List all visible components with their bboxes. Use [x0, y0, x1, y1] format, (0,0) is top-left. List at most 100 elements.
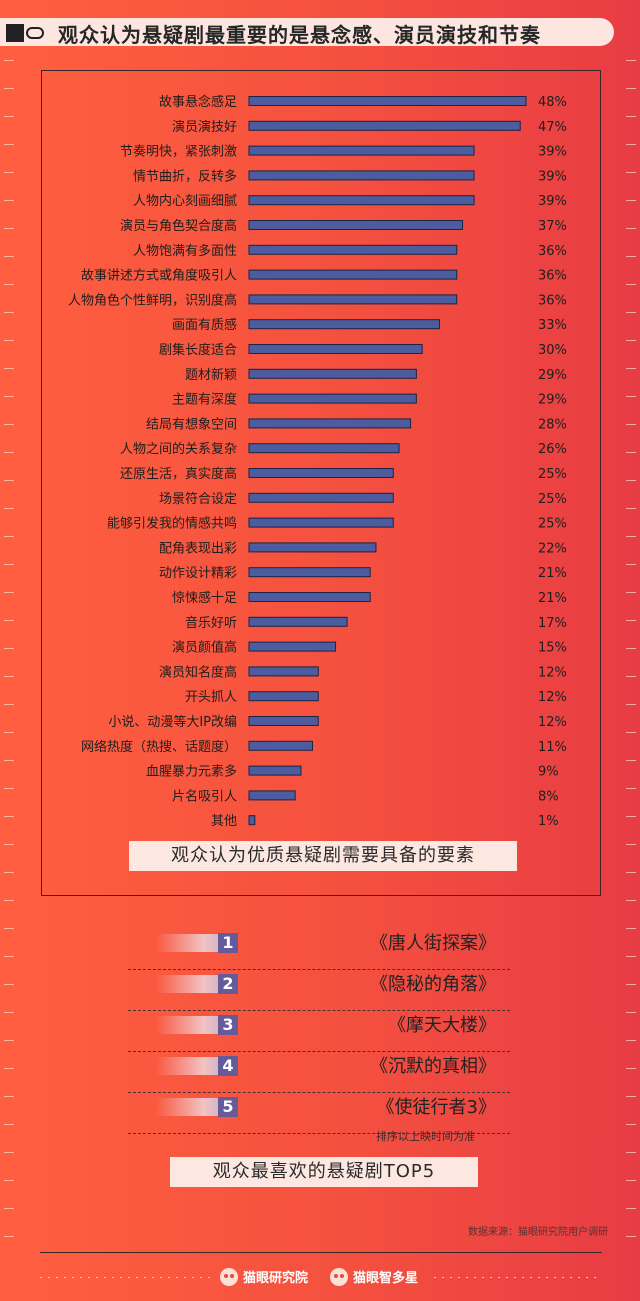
category-label: 题材新颖 [185, 367, 237, 383]
bar [248, 368, 417, 379]
bar [248, 592, 371, 602]
value-label: 12% [538, 690, 567, 705]
bar [248, 567, 371, 578]
value-label: 21% [538, 566, 567, 581]
category-label: 人物角色个性鲜明，识别度高 [68, 292, 237, 308]
value-label: 47% [538, 120, 567, 135]
value-label: 25% [538, 517, 567, 532]
value-label: 25% [538, 467, 567, 482]
drama-title: 《沉默的真相》 [370, 1056, 496, 1077]
rank-badge: 1 [218, 933, 238, 953]
category-label: 节奏明快，紧张刺激 [120, 145, 237, 160]
value-label: 22% [538, 541, 567, 556]
ranking-note: 排序以上映时间为准 [376, 1130, 475, 1143]
category-label: 情节曲折，反转多 [133, 168, 237, 184]
bar [248, 145, 475, 156]
bar [248, 244, 458, 255]
category-label: 片名吸引人 [172, 788, 237, 804]
category-label: 结局有想象空间 [146, 416, 237, 432]
value-label: 11% [538, 740, 567, 755]
bar [248, 96, 527, 106]
drama-title: 《隐秘的角落》 [370, 974, 496, 995]
bar [248, 815, 256, 826]
category-label: 演员颜值高 [172, 640, 237, 656]
category-label: 演员演技好 [172, 119, 237, 135]
bar [248, 790, 296, 801]
category-label: 开头抓人 [185, 690, 237, 705]
footer-dots-right [434, 1277, 600, 1278]
rank-pill-decoration [156, 934, 236, 952]
category-label: 动作设计精彩 [159, 566, 237, 581]
divider [40, 1252, 602, 1253]
rank-pill-decoration [156, 975, 236, 993]
value-label: 36% [538, 269, 567, 284]
rank-badge: 3 [218, 1015, 238, 1035]
drama-title: 《摩天大楼》 [388, 1015, 496, 1036]
title-bar [0, 18, 614, 46]
rank-badge: 5 [218, 1097, 238, 1117]
brand-maoyan-research: 猫眼研究院 [220, 1267, 308, 1286]
brand-name: 猫眼研究院 [243, 1271, 309, 1286]
category-label: 剧集长度适合 [159, 342, 237, 358]
category-label: 还原生活，真实度高 [120, 466, 237, 482]
category-label: 场景符合设定 [159, 491, 237, 507]
category-label: 主题有深度 [172, 392, 237, 408]
value-label: 1% [538, 814, 559, 829]
value-label: 36% [538, 244, 567, 259]
bar [248, 319, 440, 330]
value-label: 39% [538, 145, 567, 160]
top5-item: 1 《唐人街探案》 [128, 929, 510, 970]
bar [248, 443, 400, 454]
value-label: 48% [538, 95, 567, 110]
rank-pill-decoration [156, 1098, 236, 1116]
bar [248, 691, 319, 702]
value-label: 25% [538, 492, 567, 507]
category-label: 小说、动漫等大IP改编 [108, 714, 237, 730]
chart-panel: 故事悬念感足 48% 演员演技好 47% 节奏明快，紧张刺激 39% 情节曲折，反转多 39%… [41, 70, 601, 896]
value-label: 29% [538, 393, 567, 408]
value-label: 29% [538, 368, 567, 383]
category-label: 惊悚感十足 [172, 590, 237, 606]
drama-title: 《使徒行者3》 [376, 1097, 496, 1118]
top5-item: 4 《沉默的真相》 [128, 1052, 510, 1093]
value-label: 15% [538, 641, 567, 656]
category-label: 人物之间的关系复杂 [120, 441, 237, 457]
bar [248, 418, 412, 429]
chart-caption: 观众认为优质悬疑剧需要具备的要素 [129, 841, 517, 871]
bar [248, 641, 337, 652]
bar [248, 542, 377, 553]
bar [248, 492, 394, 503]
cat-logo-icon [220, 1267, 238, 1286]
bar [248, 468, 394, 478]
category-label: 演员与角色契合度高 [120, 218, 237, 234]
bar [248, 294, 458, 305]
value-label: 39% [538, 169, 567, 184]
rank-pill-decoration [156, 1016, 236, 1034]
category-label: 故事讲述方式或角度吸引人 [81, 268, 237, 284]
category-label: 人物内心刻画细腻 [133, 193, 237, 209]
value-label: 37% [538, 219, 567, 234]
bar [248, 344, 423, 354]
footer-dots-left [40, 1277, 210, 1278]
value-label: 17% [538, 616, 567, 631]
bar [248, 120, 521, 131]
value-label: 33% [538, 318, 567, 333]
value-label: 36% [538, 293, 567, 308]
right-ruler-decoration [626, 0, 636, 1301]
bar [248, 716, 319, 726]
bar [248, 393, 417, 404]
bar [248, 666, 319, 677]
category-label: 网络热度（热搜、话题度） [81, 739, 237, 755]
bar [248, 195, 475, 206]
cat-logo-icon [330, 1267, 348, 1286]
value-label: 12% [538, 715, 567, 730]
drama-title: 《唐人街探案》 [370, 933, 496, 954]
category-label: 血腥暴力元素多 [146, 764, 237, 780]
value-label: 26% [538, 442, 567, 457]
category-label: 音乐好听 [185, 615, 237, 631]
category-label: 配角表现出彩 [159, 541, 237, 556]
bar-chart: 故事悬念感足 48% 演员演技好 47% 节奏明快，紧张刺激 39% 情节曲折，反转多 39%… [68, 94, 567, 829]
category-label: 其他 [211, 814, 237, 829]
top5-item: 3 《摩天大楼》 [128, 1011, 510, 1052]
category-label: 演员知名度高 [159, 664, 237, 680]
